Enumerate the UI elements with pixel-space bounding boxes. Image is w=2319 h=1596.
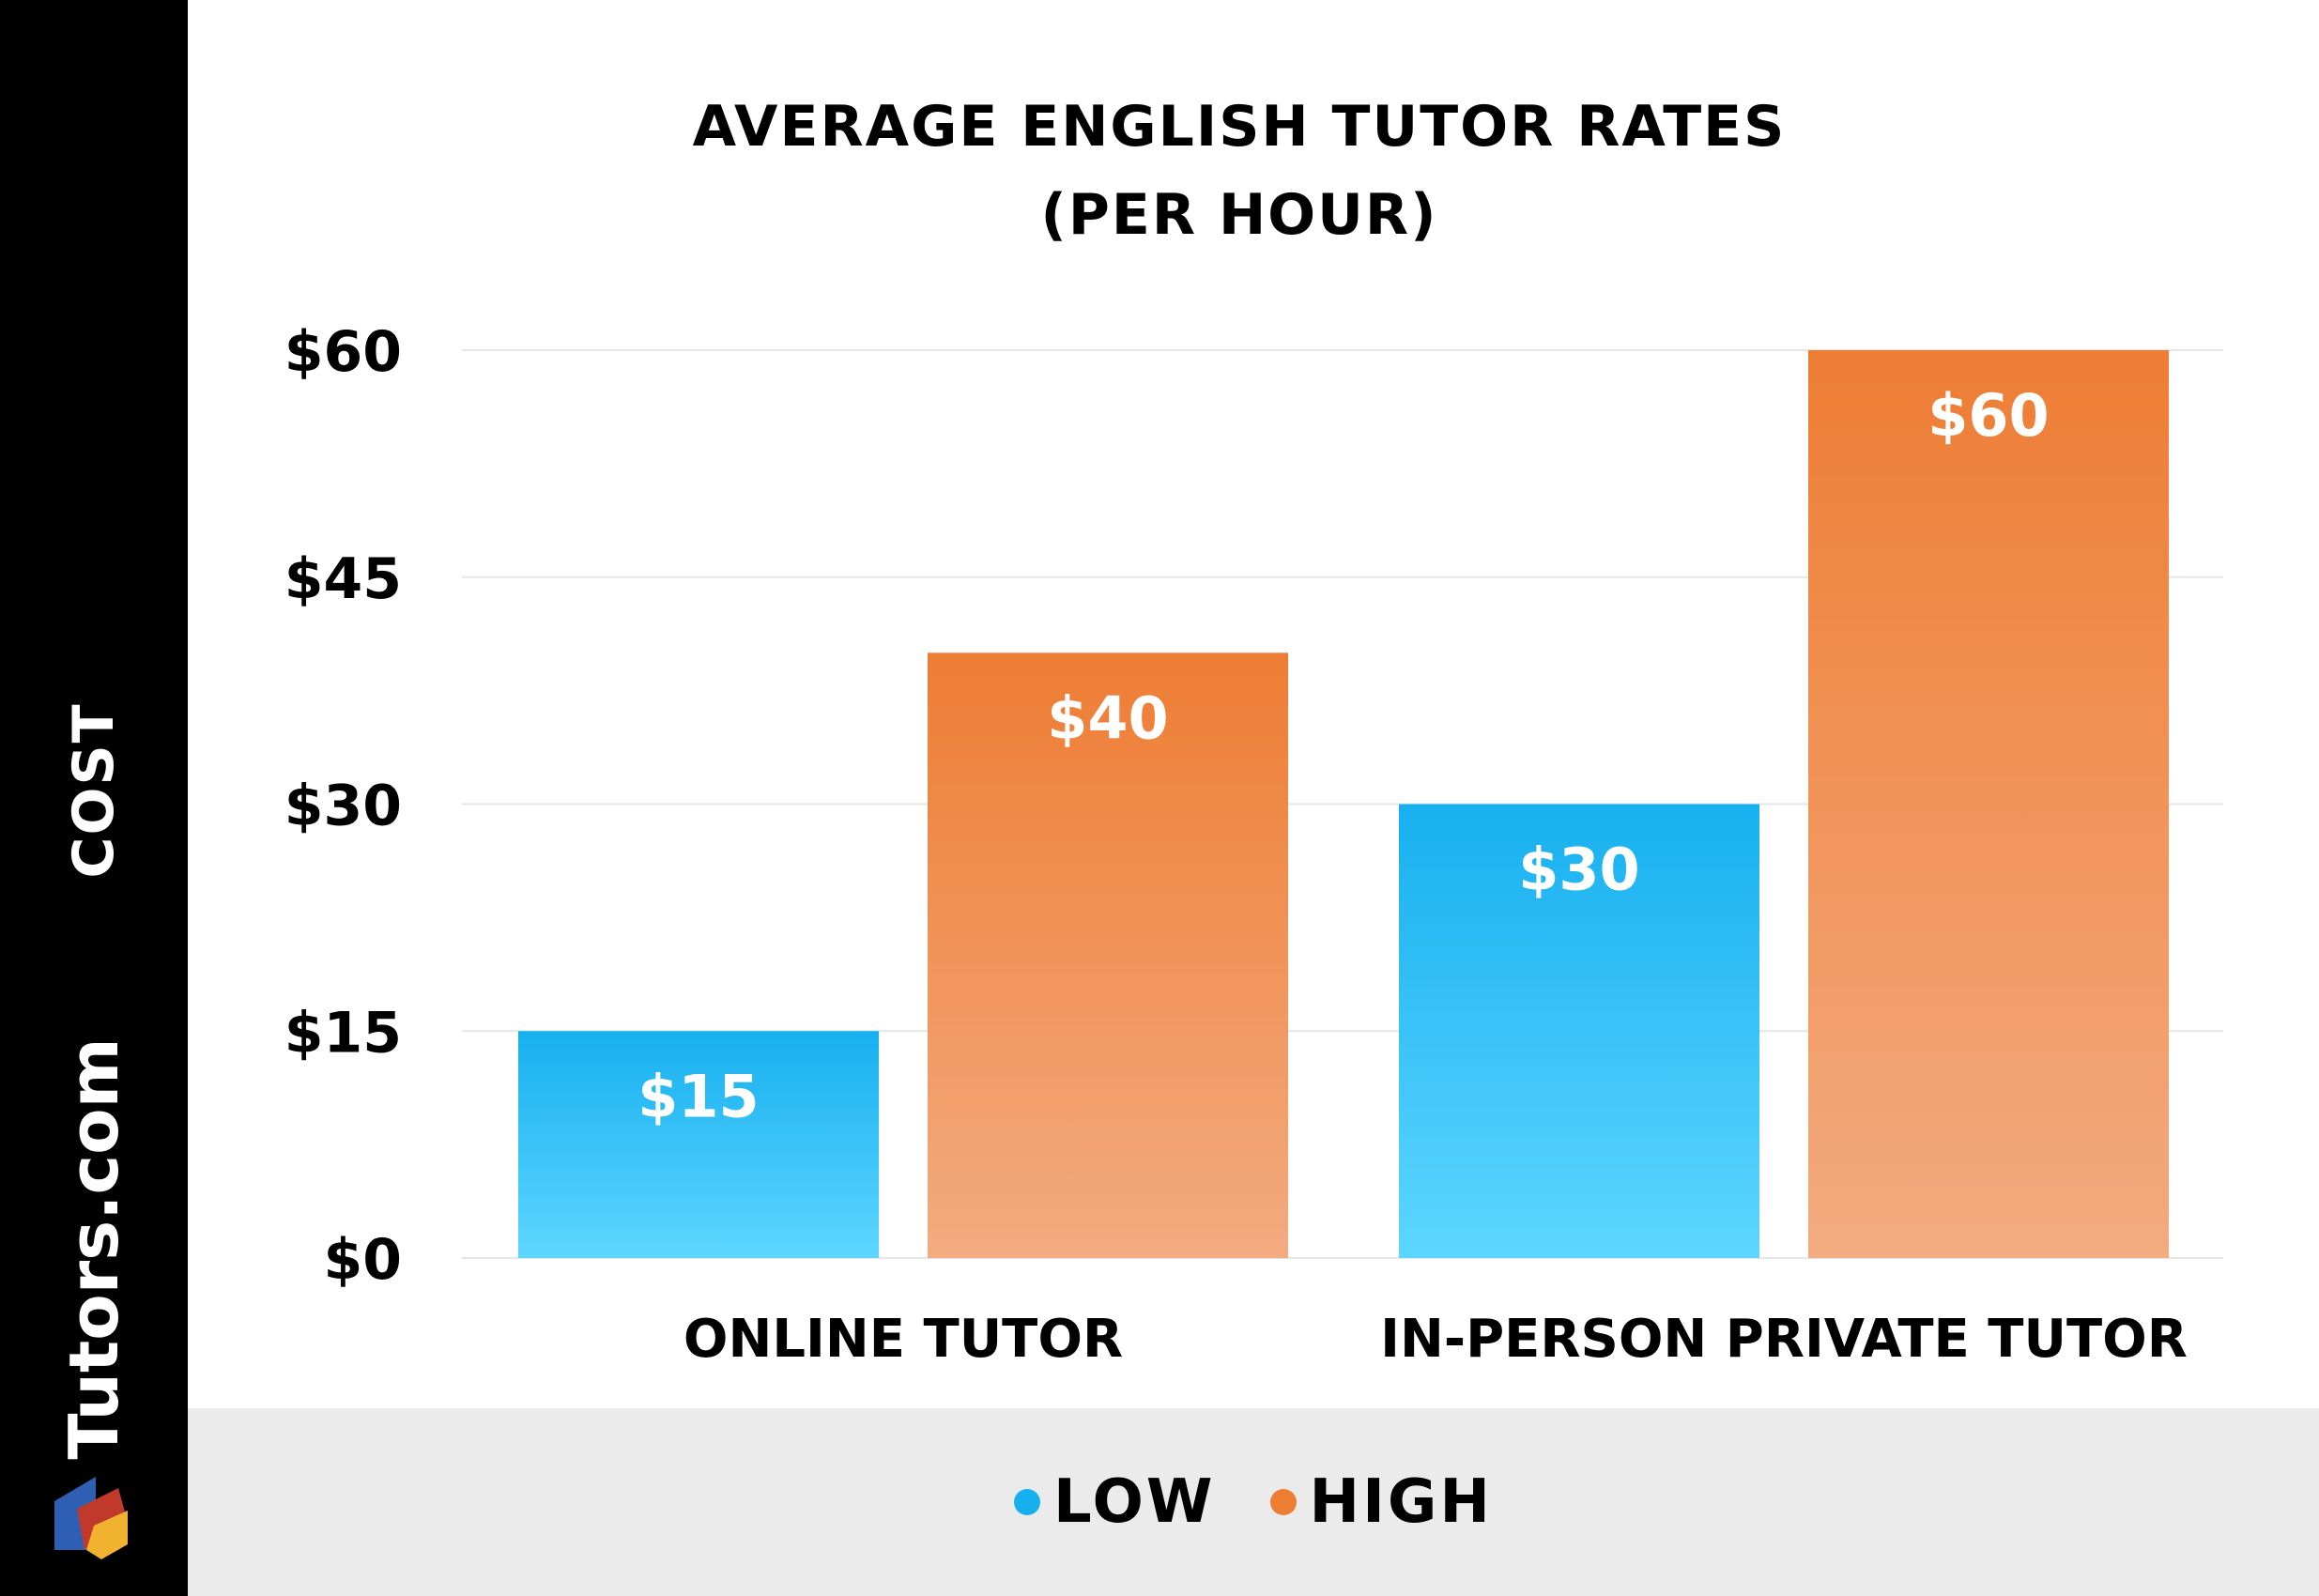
- y-tick-label: $60: [284, 319, 402, 385]
- bar-value-label: $40: [1047, 683, 1168, 752]
- y-tick-label: $15: [284, 1000, 402, 1066]
- bar-value-label: $60: [1927, 381, 2049, 450]
- bar-value-label: $15: [637, 1062, 759, 1130]
- bar-high: [928, 652, 1288, 1258]
- legend-dot-icon: [1269, 1489, 1297, 1515]
- legend-item-high: HIGH: [1269, 1467, 1493, 1537]
- bar-value-label: $30: [1518, 836, 1639, 904]
- chart-title-block: AVERAGE ENGLISH TUTOR RATES (PER HOUR): [188, 83, 2291, 259]
- x-category-label: IN-PERSON PRIVATE TUTOR: [1380, 1309, 2188, 1370]
- bar-low: [518, 1031, 879, 1258]
- y-tick-labels: $0 $15 $30 $45 $60: [284, 319, 402, 1293]
- brand-logo-icon: [54, 1477, 128, 1559]
- sidebar: COST Tutors.com: [0, 0, 188, 1596]
- chart-title: AVERAGE ENGLISH TUTOR RATES: [692, 94, 1787, 160]
- y-tick-label: $45: [284, 546, 402, 612]
- legend-band: LOW HIGH: [188, 1408, 2319, 1596]
- bar-high: [1808, 350, 2169, 1258]
- legend-label: HIGH: [1309, 1467, 1493, 1537]
- y-tick-label: $0: [324, 1227, 403, 1293]
- x-category-labels: ONLINE TUTOR IN-PERSON PRIVATE TUTOR: [683, 1309, 2188, 1370]
- plot-area: $0 $15 $30 $45 $60 $15 $40 $30 $60 ONLINE TUTOR…: [284, 319, 2223, 1370]
- legend-item-low: LOW: [1014, 1467, 1216, 1537]
- legend: LOW HIGH: [188, 1408, 2319, 1596]
- y-tick-label: $30: [284, 774, 402, 839]
- x-category-label: ONLINE TUTOR: [683, 1309, 1123, 1370]
- bar-low: [1399, 804, 1759, 1258]
- legend-label: LOW: [1053, 1467, 1216, 1537]
- bars: [518, 350, 2169, 1258]
- bar-value-labels: $15 $40 $30 $60: [637, 381, 2049, 1130]
- chart-subtitle: (PER HOUR): [1040, 182, 1438, 248]
- legend-dot-icon: [1014, 1489, 1041, 1515]
